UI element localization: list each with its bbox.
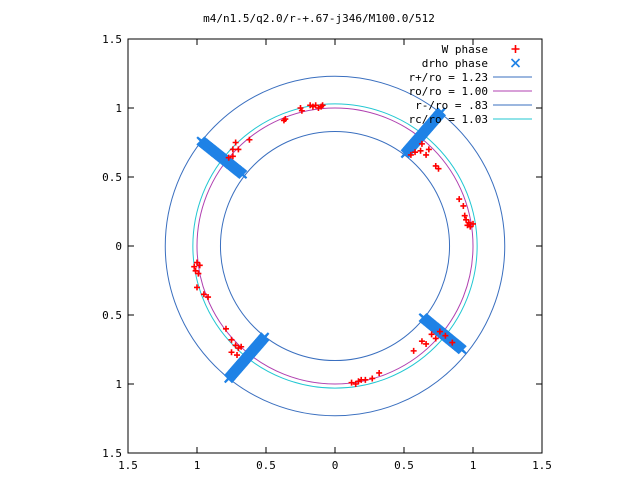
y-tick-label: 0.5: [102, 171, 122, 184]
legend-label: r-/ro = .83: [415, 99, 488, 112]
legend-marker-w-phase: [511, 45, 520, 53]
w-phase-point: [235, 146, 242, 153]
x-tick-label: 1.5: [118, 459, 138, 472]
y-tick-label: 0: [115, 240, 122, 253]
circle-line: [164, 75, 506, 417]
x-tick-label: 0.5: [394, 459, 414, 472]
w-phase-point: [418, 140, 425, 147]
reference-circles: [164, 75, 506, 417]
w-phase-point: [465, 219, 472, 226]
w-phase-point: [412, 149, 419, 156]
x-tick-label: 0: [332, 459, 339, 472]
w-phase-point: [435, 165, 442, 172]
w-phase-point: [456, 196, 463, 203]
chart-title: m4/n1.5/q2.0/r-+.67-j346/M100.0/512: [203, 12, 435, 25]
x-tick-label: 1: [470, 459, 477, 472]
axis-ticks: 1.5 1 0.5 0 0.5 1 1.51.510.500.511.5: [102, 33, 552, 472]
w-phase-point: [225, 154, 232, 161]
w-phase-point: [432, 335, 439, 342]
w-phase-point: [298, 107, 305, 114]
drho-point: [457, 344, 467, 355]
y-tick-label: 0.5: [102, 309, 122, 322]
w-phase-point: [191, 263, 198, 270]
w-phase-point: [348, 379, 355, 386]
w-phase-point: [470, 220, 476, 227]
w-phase-point: [425, 146, 432, 153]
w-phase-point: [461, 212, 468, 219]
w-phase-point: [423, 340, 430, 347]
legend-label: ro/ro = 1.00: [409, 85, 488, 98]
w-phase-point: [423, 151, 430, 158]
drho-point: [436, 107, 447, 117]
w-phase-point: [228, 336, 235, 343]
w-phase-point: [282, 116, 289, 123]
drho-point: [259, 332, 270, 342]
y-tick-label: 1: [115, 102, 122, 115]
w-phase-point: [229, 146, 236, 153]
w-phase-point: [376, 369, 383, 376]
y-tick-label: 1.5: [102, 447, 122, 460]
w-phase-point: [362, 376, 369, 383]
w-phase-point: [229, 153, 236, 160]
w-phase-point: [194, 284, 200, 291]
x-tick-label: 0.5: [256, 459, 276, 472]
w-phase-point: [417, 147, 424, 154]
legend-marker-drho: [510, 58, 521, 68]
w-phase-point: [238, 343, 245, 350]
w-phase-point: [232, 139, 239, 146]
w-phase-point: [436, 328, 443, 335]
circle-line: [219, 130, 451, 362]
w-phase-point: [196, 262, 203, 269]
w-phase-point: [195, 270, 202, 277]
x-tick-label: 1: [194, 459, 201, 472]
y-tick-label: 1: [115, 378, 122, 391]
legend-label: rc/ro = 1.03: [409, 113, 488, 126]
w-phase-point: [460, 202, 467, 209]
data-series: [191, 102, 476, 387]
w-phase-point: [222, 325, 229, 332]
legend-label: r+/ro = 1.23: [409, 71, 488, 84]
w-phase-point: [200, 291, 207, 298]
x-tick-label: 1.5: [532, 459, 552, 472]
w-phase-point: [442, 332, 449, 339]
w-phase-point: [410, 347, 417, 354]
w-phase-point: [205, 294, 212, 301]
legend-label: W phase: [442, 43, 488, 56]
w-phase-point: [246, 136, 253, 143]
w-phase-point: [234, 352, 241, 359]
w-phase-point: [407, 151, 414, 158]
w-phase-point: [228, 349, 235, 356]
circle-line: [196, 107, 474, 385]
y-tick-label: 1.5: [102, 33, 122, 46]
legend-label: drho phase: [422, 57, 488, 70]
w-phase-point: [369, 375, 376, 382]
drho-point: [237, 169, 248, 180]
circle-line: [192, 103, 478, 389]
w-phase-point: [319, 102, 326, 109]
w-phase-point: [428, 331, 435, 338]
w-phase-point: [418, 338, 425, 345]
w-phase-point: [449, 339, 456, 346]
